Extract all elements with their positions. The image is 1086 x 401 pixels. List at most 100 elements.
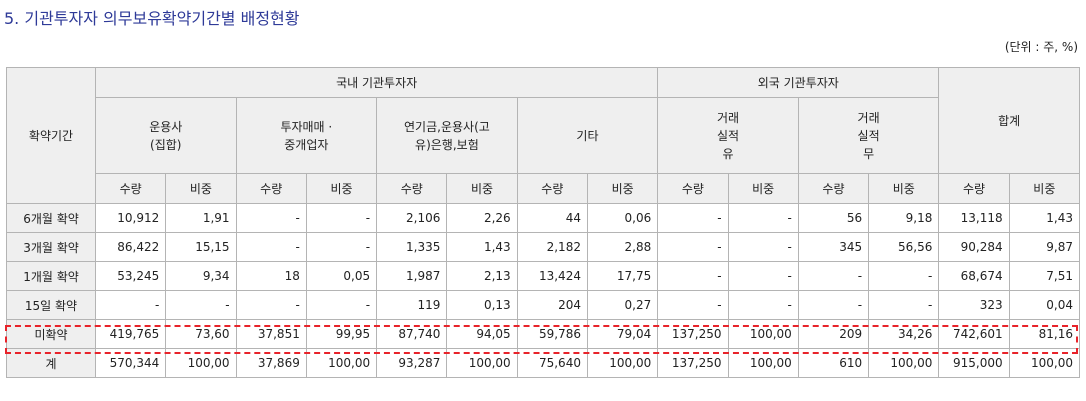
- table-cell: 0,27: [586, 290, 659, 320]
- table-row: 1개월 확약 53,245 9,34 18 0,05 1,987 2,13 13,424 17,…: [6, 261, 1081, 291]
- table-cell: 87,740: [376, 319, 448, 349]
- table-cell: 742,601: [938, 319, 1010, 349]
- table-cell: 9,34: [165, 261, 237, 291]
- ratio-column-header: 비중: [727, 173, 799, 204]
- table-cell: 59,786: [516, 319, 588, 349]
- qty-column-header: 수량: [235, 173, 307, 204]
- ratio-column-header: 비중: [586, 173, 659, 204]
- group-header-other: 기타: [516, 97, 659, 174]
- qty-column-header: 수량: [376, 173, 448, 204]
- table-row: 3개월 확약 86,422 15,15- -1,335 1,43 2,182 2,88- -3…: [6, 232, 1081, 262]
- table-cell: 99,95: [305, 319, 378, 349]
- table-cell: -: [305, 290, 378, 320]
- qty-column-header: 수량: [516, 173, 588, 204]
- table-cell: 2,106: [376, 203, 448, 233]
- table-cell: -: [868, 261, 940, 291]
- table-cell: 90,284: [938, 232, 1010, 262]
- table-cell: 209: [797, 319, 870, 349]
- table-cell: -: [727, 261, 799, 291]
- table-cell: 37,851: [235, 319, 307, 349]
- ratio-column-header: 비중: [868, 173, 940, 204]
- total-header: 합계: [938, 67, 1080, 174]
- qty-column-header: 수량: [938, 173, 1010, 204]
- group-header-trade-record-no: 거래 실적 무: [797, 97, 940, 174]
- group-header-asset-manager: 운용사 (집합): [95, 97, 237, 174]
- table-cell: 13,118: [938, 203, 1010, 233]
- table-cell: 1,987: [376, 261, 448, 291]
- qty-column-header: 수량: [657, 173, 729, 204]
- group-header-pension-banks: 연기금,운용사(고 유)은행,보험: [376, 97, 518, 174]
- row-label: 1개월 확약: [6, 261, 96, 291]
- unit-note: (단위 : 주, %): [1004, 40, 1078, 54]
- table-cell: 9,18: [868, 203, 940, 233]
- table-cell: -: [657, 203, 729, 233]
- table-cell: 345: [797, 232, 870, 262]
- row-label: 계: [6, 348, 96, 378]
- table-cell: -: [235, 290, 307, 320]
- qty-column-header: 수량: [94, 173, 167, 204]
- table-cell: 610: [797, 348, 870, 378]
- table-cell: -: [235, 232, 307, 262]
- table-cell: 34,26: [868, 319, 940, 349]
- ratio-column-header: 비중: [1008, 173, 1081, 204]
- table-row: 미확약 419,765 73,60 37,851 99,95 87,740 94,05 59,…: [6, 319, 1081, 349]
- table-row: 6개월 확약 10,912 1,91- -2,106 2,26 44 0,06- -56 9,1…: [6, 203, 1081, 233]
- ratio-column-header: 비중: [305, 173, 378, 204]
- table-cell: -: [657, 232, 729, 262]
- qty-column-header: 수량: [797, 173, 870, 204]
- table-cell: 75,640: [516, 348, 588, 378]
- table-cell: 915,000: [938, 348, 1010, 378]
- table-cell: 570,344: [94, 348, 167, 378]
- table-cell: 56,56: [868, 232, 940, 262]
- table-cell: -: [305, 203, 378, 233]
- table-cell: -: [657, 261, 729, 291]
- table-cell: 1,91: [165, 203, 237, 233]
- table-cell: 0,06: [586, 203, 659, 233]
- row-label: 미확약: [6, 319, 96, 349]
- row-label: 6개월 확약: [6, 203, 96, 233]
- period-header: 확약기간: [6, 67, 96, 204]
- table-cell: 100,00: [165, 348, 237, 378]
- header-row-3: 수량 비중 수량 비중 수량 비중 수량 비중 수량 비중 수량 비중 수량 비중: [7, 173, 1081, 204]
- table-cell: 0,05: [305, 261, 378, 291]
- table-cell: 100,00: [727, 348, 799, 378]
- table-cell: 2,13: [446, 261, 518, 291]
- table-body: 6개월 확약 10,912 1,91- -2,106 2,26 44 0,06- -56 9,1…: [6, 203, 1081, 378]
- table-cell: 53,245: [94, 261, 167, 291]
- table-cell: 100,00: [1008, 348, 1081, 378]
- table-cell: -: [727, 232, 799, 262]
- table-row: 15일 확약 - - - -119 0,13 204 0,27- - - -323 0,04: [6, 290, 1081, 320]
- table-cell: 2,26: [446, 203, 518, 233]
- table-cell: 100,00: [586, 348, 659, 378]
- table-cell: 94,05: [446, 319, 518, 349]
- table-cell: 100,00: [868, 348, 940, 378]
- table-cell: 17,75: [586, 261, 659, 291]
- table-cell: 137,250: [657, 348, 729, 378]
- table-cell: 73,60: [165, 319, 237, 349]
- table-cell: 0,04: [1008, 290, 1081, 320]
- table-cell: 44: [516, 203, 588, 233]
- page-title: 5. 기관투자자 의무보유확약기간별 배정현황: [4, 9, 300, 28]
- domestic-header: 국내 기관투자자: [94, 67, 659, 98]
- table-cell: -: [797, 290, 870, 320]
- ratio-column-header: 비중: [165, 173, 237, 204]
- header-row-2: 운용사 (집합) 투자매매 · 중개업자 연기금,운용사(고 유)은행,보험 기…: [7, 97, 1080, 174]
- table-cell: 204: [516, 290, 588, 320]
- table-cell: 93,287: [376, 348, 448, 378]
- header-row-1: 확약기간 국내 기관투자자 외국 기관투자자 합계: [6, 67, 1080, 204]
- table-cell: 9,87: [1008, 232, 1081, 262]
- table-cell: 56: [797, 203, 870, 233]
- table-cell: -: [165, 290, 237, 320]
- table-cell: 323: [938, 290, 1010, 320]
- row-label: 15일 확약: [6, 290, 96, 320]
- table-cell: 1,43: [446, 232, 518, 262]
- group-header-trade-record-yes: 거래 실적 유: [657, 97, 799, 174]
- table-cell: 13,424: [516, 261, 588, 291]
- table-cell: 81,16: [1008, 319, 1081, 349]
- table-cell: 86,422: [94, 232, 167, 262]
- table-cell: 0,13: [446, 290, 518, 320]
- group-header-brokers: 투자매매 · 중개업자: [235, 97, 378, 174]
- table-cell: -: [94, 290, 167, 320]
- table-cell: 68,674: [938, 261, 1010, 291]
- table-cell: 100,00: [727, 319, 799, 349]
